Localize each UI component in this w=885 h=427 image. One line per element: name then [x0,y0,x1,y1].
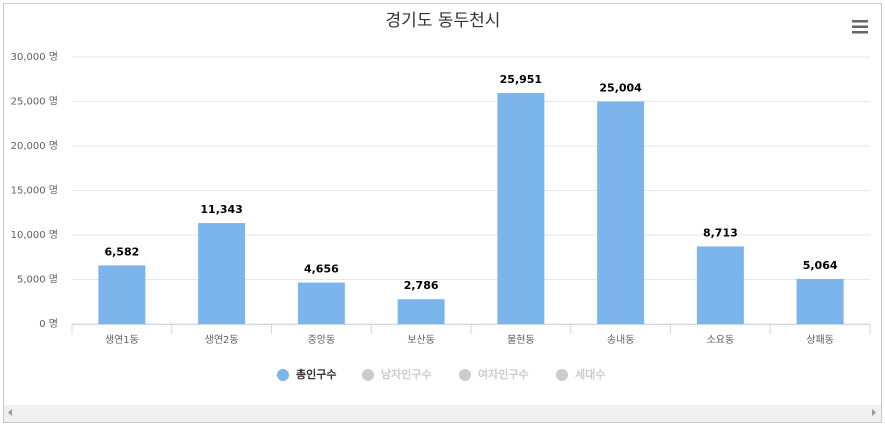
legend-label[interactable]: 세대수 [575,367,605,381]
bar [497,93,545,324]
legend-symbol[interactable] [277,369,289,381]
bar [98,265,146,324]
x-tick-label: 생연2동 [205,334,239,346]
y-tick-label: 20,000 명 [11,140,58,152]
legend-symbol[interactable] [459,369,471,381]
y-tick-label: 25,000 명 [11,96,58,108]
menu-button[interactable] [852,20,868,34]
bar [696,246,744,324]
data-label: 2,786 [404,279,439,292]
y-tick-label: 30,000 명 [11,51,58,63]
scrollbar[interactable] [4,405,881,422]
y-tick-label: 15,000 명 [11,185,58,197]
data-label: 8,713 [703,226,738,239]
data-label: 25,004 [599,81,642,94]
x-tick-label: 소요동 [707,334,735,346]
y-tick-label: 0 명 [39,318,58,330]
x-tick-label: 송내동 [607,334,635,346]
x-tick-label: 불현동 [507,334,535,346]
bar [198,223,246,324]
data-label: 4,656 [304,263,339,276]
legend-symbol[interactable] [362,369,374,381]
bar [397,299,445,324]
legend-symbol[interactable] [556,369,568,381]
data-label: 25,951 [500,73,542,86]
data-label: 6,582 [104,245,139,258]
chart-title: 경기도 동두천시 [386,11,501,31]
frame [3,3,882,423]
data-label: 5,064 [803,259,838,272]
legend-label[interactable]: 총인구수 [296,367,336,381]
legend-label[interactable]: 여자인구수 [478,367,529,381]
legend-label[interactable]: 남자인구수 [381,367,432,381]
bar [297,282,345,324]
y-tick-label: 5,000 명 [17,274,58,286]
y-tick-label: 10,000 명 [11,229,58,241]
bar [597,101,645,324]
data-label: 11,343 [200,203,242,216]
x-tick-label: 상패동 [806,334,834,346]
x-tick-label: 보산동 [407,334,435,346]
x-tick-label: 생연1동 [105,334,139,346]
bar [796,278,844,324]
x-tick-label: 중앙동 [308,334,336,346]
